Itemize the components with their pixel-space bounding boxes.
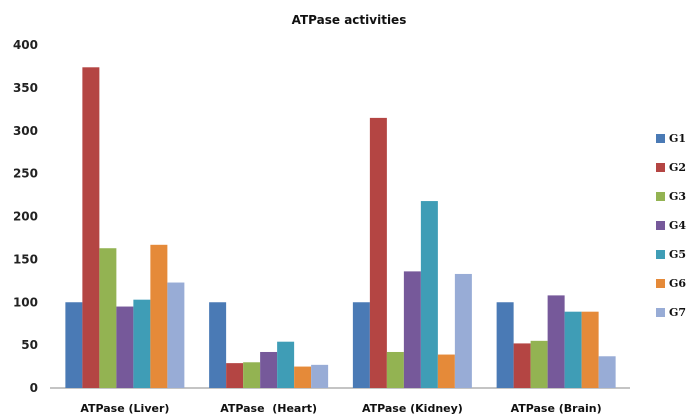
y-tick-label: 400: [13, 38, 38, 52]
bar-g1-3: [352, 302, 370, 388]
category-label: ATPase (Brain): [511, 402, 602, 415]
legend-label-g6: G6: [669, 277, 686, 290]
legend-swatch-g4: [656, 221, 665, 230]
bar-g1-2: [209, 302, 227, 388]
bar-g2-3: [369, 117, 387, 388]
y-tick-label: 100: [13, 295, 38, 309]
legend-label-g3: G3: [669, 190, 686, 203]
legend-label-g2: G2: [669, 161, 686, 174]
bar-g1-4: [496, 302, 514, 388]
y-tick-label: 350: [13, 81, 38, 95]
y-tick-label: 250: [13, 167, 38, 181]
y-axis-ticks: 0 50 100 150 200 250 300 350 400: [13, 38, 38, 395]
legend-swatch-g6: [656, 279, 665, 288]
legend-label-g7: G7: [669, 306, 686, 319]
legend-label-g4: G4: [669, 219, 686, 232]
bar-g6-4: [581, 311, 599, 388]
bar-g7-2: [311, 364, 329, 388]
category-labels: ATPase (Liver) ATPase (Heart) ATPase (Kidn…: [80, 402, 601, 415]
bar-g3-3: [386, 351, 404, 388]
y-tick-label: 300: [13, 124, 38, 138]
legend-swatch-g2: [656, 163, 665, 172]
bar-g5-2: [277, 341, 295, 388]
y-tick-label: 50: [21, 338, 38, 352]
bar-g6-2: [294, 366, 312, 388]
category-label: ATPase (Heart): [220, 402, 317, 415]
bar-g3-4: [530, 340, 548, 388]
bar-g6-1: [150, 244, 168, 388]
legend: G1 G2 G3 G4 G5 G6 G7: [656, 132, 686, 319]
bar-g2-2: [226, 363, 244, 388]
bar-g1-1: [65, 302, 83, 388]
bar-g5-1: [133, 299, 151, 388]
bar-g4-2: [260, 351, 278, 388]
bar-g5-4: [564, 311, 582, 388]
y-tick-label: 200: [13, 210, 38, 224]
bar-g4-4: [547, 295, 565, 388]
legend-swatch-g5: [656, 250, 665, 259]
bar-g7-3: [454, 273, 472, 388]
chart-title: ATPase activities: [292, 13, 407, 27]
bar-g2-1: [82, 67, 100, 389]
bar-g4-1: [116, 306, 134, 388]
bar-g3-2: [243, 362, 261, 388]
bar-g7-1: [167, 282, 185, 388]
bar-g2-4: [513, 343, 531, 388]
y-tick-label: 150: [13, 252, 38, 266]
legend-swatch-g7: [656, 308, 665, 317]
bar-g6-3: [437, 354, 455, 388]
bar-g7-4: [598, 356, 616, 388]
bar-g4-3: [403, 271, 421, 388]
bars-group: [65, 67, 616, 389]
bar-g5-3: [420, 201, 438, 388]
category-label: ATPase (Liver): [80, 402, 169, 415]
y-tick-label: 0: [30, 381, 38, 395]
legend-label-g1: G1: [669, 132, 686, 145]
legend-swatch-g3: [656, 192, 665, 201]
legend-swatch-g1: [656, 134, 665, 143]
legend-label-g5: G5: [669, 248, 686, 261]
bar-g3-1: [99, 248, 117, 388]
category-label: ATPase (Kidney): [362, 402, 463, 415]
